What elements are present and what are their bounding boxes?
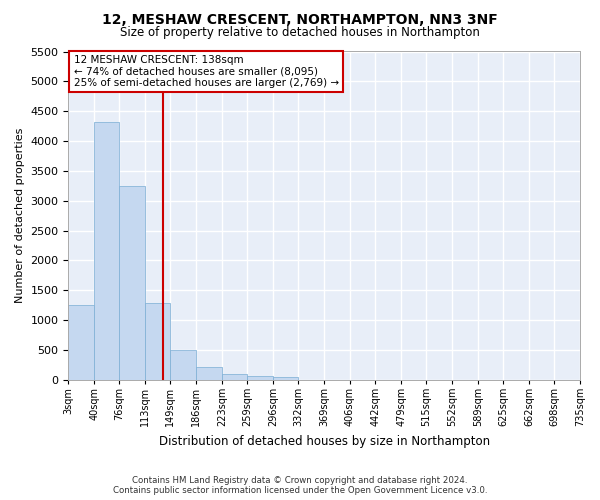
Bar bbox=[196, 367, 222, 380]
Bar bbox=[119, 186, 145, 380]
Bar bbox=[247, 376, 273, 380]
Text: 12 MESHAW CRESCENT: 138sqm
← 74% of detached houses are smaller (8,095)
25% of s: 12 MESHAW CRESCENT: 138sqm ← 74% of deta… bbox=[74, 55, 338, 88]
Bar bbox=[170, 350, 196, 380]
Text: Size of property relative to detached houses in Northampton: Size of property relative to detached ho… bbox=[120, 26, 480, 39]
Text: 12, MESHAW CRESCENT, NORTHAMPTON, NN3 3NF: 12, MESHAW CRESCENT, NORTHAMPTON, NN3 3N… bbox=[102, 12, 498, 26]
Bar bbox=[273, 377, 298, 380]
Bar bbox=[94, 122, 119, 380]
Bar bbox=[145, 304, 170, 380]
X-axis label: Distribution of detached houses by size in Northampton: Distribution of detached houses by size … bbox=[158, 434, 490, 448]
Bar bbox=[222, 374, 247, 380]
Bar bbox=[68, 305, 94, 380]
Text: Contains HM Land Registry data © Crown copyright and database right 2024.
Contai: Contains HM Land Registry data © Crown c… bbox=[113, 476, 487, 495]
Y-axis label: Number of detached properties: Number of detached properties bbox=[15, 128, 25, 304]
